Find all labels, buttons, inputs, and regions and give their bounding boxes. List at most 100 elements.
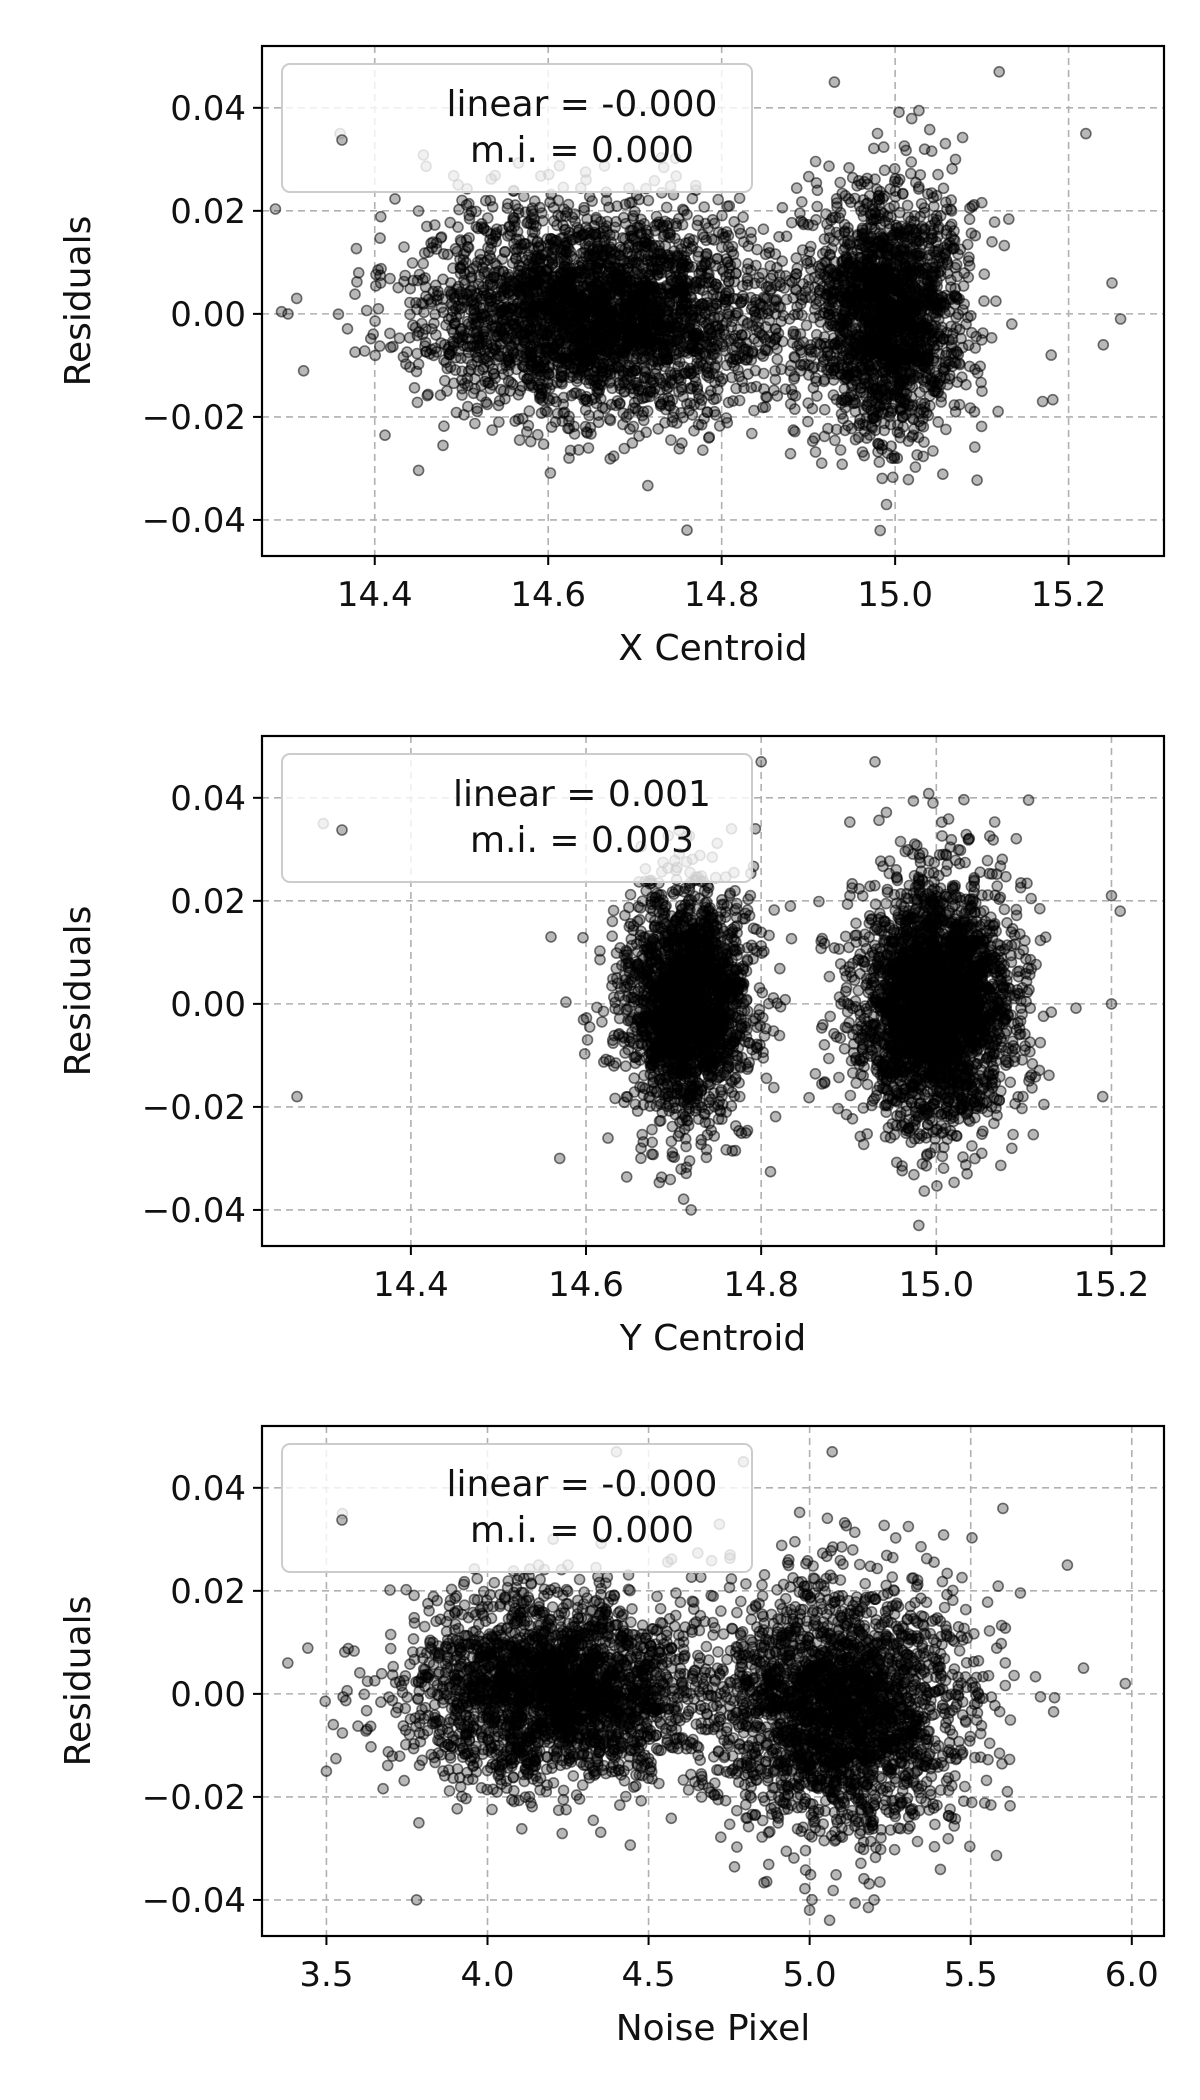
data-point xyxy=(524,435,537,448)
data-point xyxy=(436,293,449,306)
data-point xyxy=(586,393,599,406)
data-point xyxy=(810,328,823,341)
data-point xyxy=(479,194,492,207)
data-point xyxy=(392,281,405,294)
data-point xyxy=(596,284,609,297)
data-point xyxy=(712,193,725,206)
data-point xyxy=(902,473,915,486)
data-point xyxy=(932,168,944,181)
data-point xyxy=(509,415,522,427)
data-point xyxy=(691,219,704,232)
data-point xyxy=(629,256,641,269)
data-point xyxy=(352,266,365,279)
data-point xyxy=(541,406,554,418)
data-point xyxy=(673,385,685,398)
data-point xyxy=(774,280,787,292)
data-point xyxy=(573,294,586,307)
data-point xyxy=(558,254,571,267)
data-point xyxy=(968,405,981,418)
data-point xyxy=(642,194,655,207)
data-point xyxy=(935,396,948,408)
data-point xyxy=(776,255,789,268)
data-point xyxy=(451,245,464,258)
data-point xyxy=(837,244,850,256)
data-point xyxy=(693,360,705,373)
data-point xyxy=(604,414,617,427)
data-point xyxy=(875,443,888,455)
data-point xyxy=(526,232,539,245)
data-point xyxy=(708,217,721,230)
data-point xyxy=(582,442,595,454)
data-point xyxy=(794,207,806,219)
data-point xyxy=(646,374,658,386)
data-point xyxy=(788,425,801,438)
data-point xyxy=(568,387,581,400)
data-point xyxy=(988,216,1001,228)
data-point xyxy=(522,419,535,432)
data-point xyxy=(729,329,742,342)
data-point xyxy=(730,382,742,395)
data-point xyxy=(524,309,536,322)
data-point xyxy=(493,416,505,428)
data-point xyxy=(558,406,571,419)
data-point xyxy=(716,209,728,222)
data-point xyxy=(888,163,901,175)
data-point xyxy=(603,308,616,320)
data-point xyxy=(779,383,792,396)
data-point xyxy=(480,396,492,409)
data-point xyxy=(532,379,544,392)
data-point xyxy=(563,452,575,464)
data-point xyxy=(430,329,442,341)
data-point xyxy=(514,384,527,397)
data-point xyxy=(544,467,557,479)
data-point xyxy=(713,420,726,432)
data-point xyxy=(401,346,413,358)
data-point xyxy=(815,457,828,470)
data-point xyxy=(978,295,990,307)
data-point xyxy=(612,343,624,355)
data-point xyxy=(573,233,586,246)
data-point xyxy=(420,220,433,233)
data-point xyxy=(783,274,796,287)
data-point xyxy=(581,213,593,225)
data-point xyxy=(936,468,949,481)
data-point xyxy=(659,379,672,392)
data-point xyxy=(722,241,735,253)
data-point xyxy=(877,141,890,153)
data-point xyxy=(492,350,505,363)
data-point xyxy=(728,216,741,228)
data-point xyxy=(601,345,614,358)
data-point xyxy=(703,431,716,443)
data-point xyxy=(503,288,515,301)
data-point xyxy=(350,242,363,255)
data-point xyxy=(530,298,543,311)
data-point xyxy=(481,212,494,224)
data-point xyxy=(676,219,689,231)
data-point xyxy=(408,381,421,394)
data-point xyxy=(803,246,816,258)
data-point xyxy=(691,381,704,394)
data-point xyxy=(398,241,410,253)
data-point xyxy=(645,304,658,316)
data-point xyxy=(573,224,585,236)
data-point xyxy=(374,210,387,223)
data-point xyxy=(384,272,396,285)
data-point xyxy=(652,423,665,435)
data-point xyxy=(633,288,645,301)
data-point xyxy=(913,181,925,193)
data-point xyxy=(889,185,902,197)
data-point xyxy=(833,229,846,241)
data-point xyxy=(866,365,879,378)
data-point xyxy=(384,327,396,340)
data-point xyxy=(826,242,838,255)
data-point xyxy=(540,285,553,298)
data-point xyxy=(507,211,520,224)
data-point xyxy=(929,217,941,229)
data-point xyxy=(686,192,699,205)
data-point xyxy=(484,382,497,395)
data-point xyxy=(925,145,938,157)
data-point xyxy=(893,206,906,219)
data-point xyxy=(968,441,981,453)
data-point xyxy=(823,160,835,172)
data-point xyxy=(559,223,572,236)
